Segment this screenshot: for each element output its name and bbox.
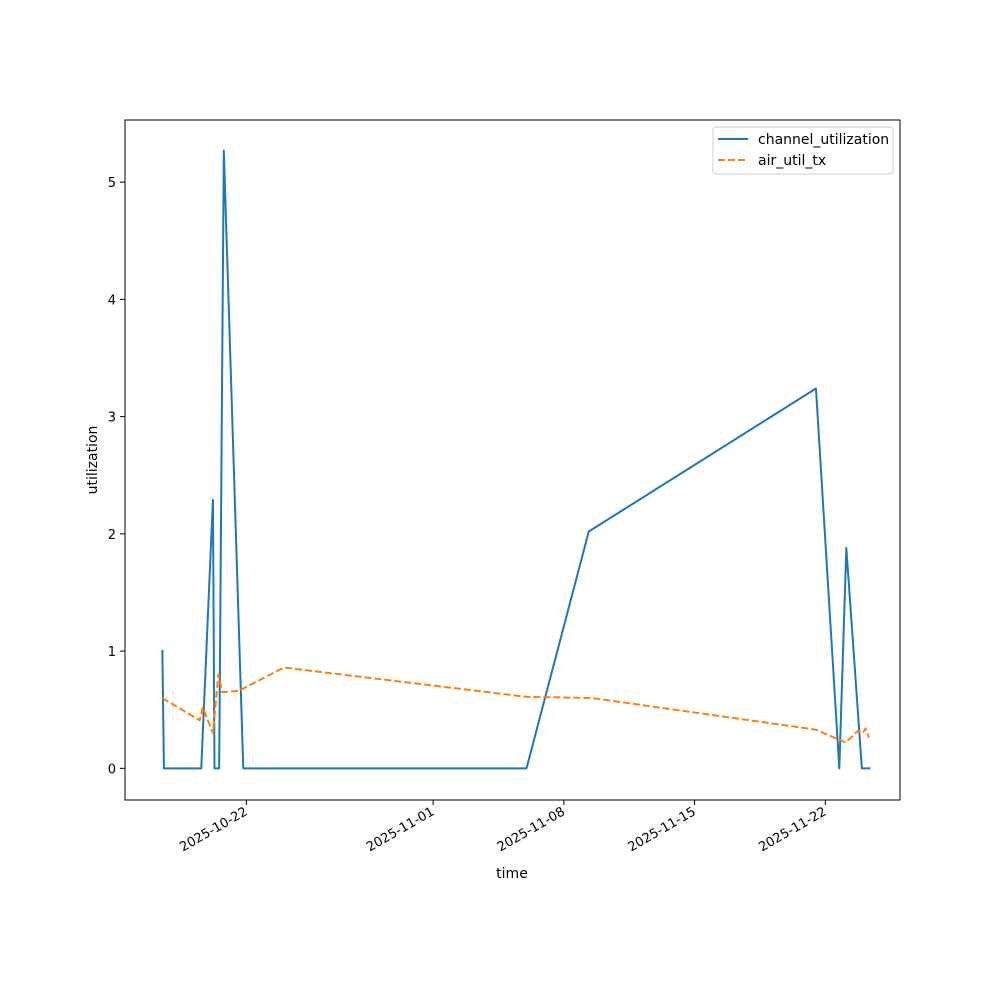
y-tick-label: 5 <box>108 176 116 191</box>
y-tick-label: 0 <box>108 762 116 777</box>
y-tick-label: 2 <box>108 528 116 543</box>
legend-label-channel-utilization: channel_utilization <box>758 132 889 148</box>
series-line-channel-utilization <box>161 149 871 770</box>
y-axis: 0 1 2 3 4 5 <box>108 176 125 777</box>
series-layer <box>161 149 871 770</box>
legend-box <box>712 126 894 175</box>
series-line-air-util-tx <box>161 666 870 744</box>
y-axis-label: utilization <box>85 426 101 495</box>
y-tick-label: 4 <box>108 293 116 308</box>
legend: channel_utilization air_util_tx <box>712 126 894 175</box>
plot-area <box>125 120 900 800</box>
x-axis-label: time <box>496 866 528 882</box>
y-tick-label: 3 <box>108 411 116 426</box>
legend-label-air-util-tx: air_util_tx <box>758 153 826 169</box>
y-tick-label: 1 <box>108 645 116 660</box>
plot-frame <box>124 119 901 801</box>
